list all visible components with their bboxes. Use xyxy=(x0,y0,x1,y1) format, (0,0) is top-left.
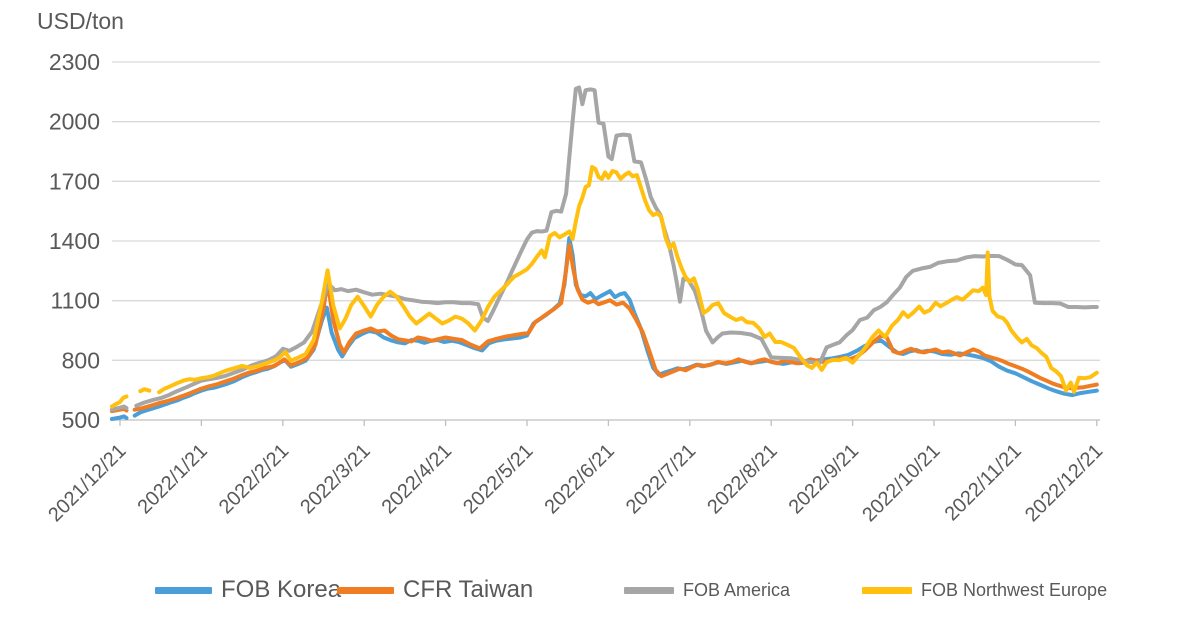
legend-item-fob-korea: FOB Korea xyxy=(155,566,341,614)
legend-swatch-fob-northwest-europe xyxy=(862,586,912,594)
y-axis-tick-label: 1700 xyxy=(49,168,100,194)
y-axis-tick-label: 1100 xyxy=(51,288,100,314)
y-axis-tick-label: 1400 xyxy=(49,228,100,254)
legend-item-fob-northwest-europe: FOB Northwest Europe xyxy=(862,566,1107,614)
legend-label: FOB America xyxy=(683,579,791,600)
series-line-cfr-taiwan xyxy=(132,243,1099,412)
series-line-fob-america xyxy=(109,404,129,412)
x-axis-tick-label: 2022/2/21 xyxy=(215,440,293,518)
legend-swatch-fob-america xyxy=(624,586,674,594)
series-line-fob-northwest-europe xyxy=(138,387,152,394)
y-axis-tick-label: 800 xyxy=(62,347,100,373)
legend-item-cfr-taiwan: CFR Taiwan xyxy=(337,566,533,614)
x-axis-tick-label: 2022/12/21 xyxy=(1021,440,1107,526)
x-axis-tick-label: 2022/7/21 xyxy=(622,440,700,518)
x-axis-tick-label: 2022/5/21 xyxy=(459,440,537,518)
x-axis-tick-label: 2022/4/21 xyxy=(378,440,456,518)
y-axis-unit-label: USD/ton xyxy=(37,8,124,34)
series-line-fob-korea xyxy=(132,236,1099,418)
x-axis-tick-label: 2022/11/21 xyxy=(941,440,1026,525)
y-axis-tick-label: 500 xyxy=(62,407,100,433)
x-axis-tick-label: 2022/6/21 xyxy=(540,440,618,518)
legend-swatch-cfr-taiwan xyxy=(337,586,394,594)
y-axis-tick-label: 2000 xyxy=(49,109,100,135)
legend-label: FOB Korea xyxy=(221,576,342,603)
x-axis-tick-label: 2022/3/21 xyxy=(296,440,374,518)
legend-swatch-fob-korea xyxy=(155,586,212,594)
legend-item-fob-america: FOB America xyxy=(624,566,790,614)
series-line-fob-korea xyxy=(109,414,129,421)
legend-label: FOB Northwest Europe xyxy=(921,579,1108,600)
x-axis-tick-label: 2021/12/21 xyxy=(44,440,130,526)
legend-label: CFR Taiwan xyxy=(403,576,534,603)
chart-legend: FOB Korea CFR Taiwan FOB America FOB Northw… xyxy=(0,566,1194,614)
x-axis-tick-label: 2022/10/21 xyxy=(858,440,944,526)
x-axis-tick-label: 2022/9/21 xyxy=(785,440,863,518)
y-axis-tick-label: 2300 xyxy=(49,49,100,75)
series-line-fob-northwest-europe xyxy=(109,394,129,409)
series-line-fob-northwest-europe xyxy=(157,165,1099,395)
x-axis-tick-label: 2022/8/21 xyxy=(703,440,781,518)
x-axis-tick-label: 2022/1/21 xyxy=(133,440,211,518)
